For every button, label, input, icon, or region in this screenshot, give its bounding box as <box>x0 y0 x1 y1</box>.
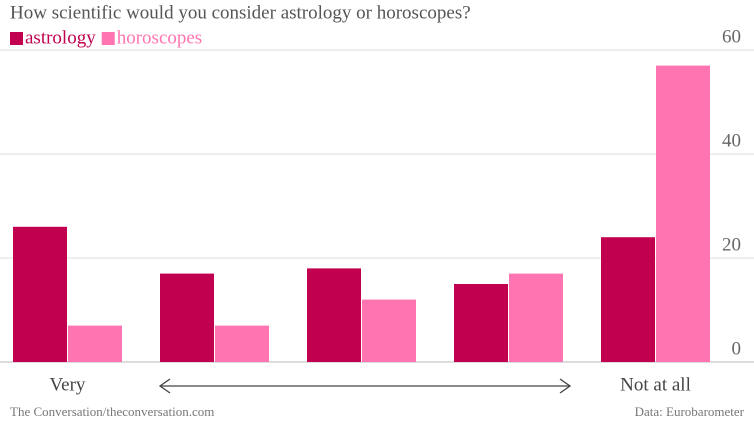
y-tick-label: 40 <box>722 130 741 151</box>
bar <box>362 299 416 362</box>
legend-swatch <box>101 32 115 45</box>
bar <box>215 325 269 362</box>
bar <box>509 273 563 362</box>
bar <box>160 273 214 362</box>
bar <box>454 284 508 362</box>
chart-title: How scientific would you consider astrol… <box>10 2 471 23</box>
legend-label: astrology <box>25 27 96 48</box>
legend-swatch <box>10 32 23 45</box>
legend-label: horoscopes <box>117 27 202 48</box>
axis-arrow <box>158 378 572 394</box>
y-tick-label: 20 <box>722 234 741 255</box>
y-tick-label: 60 <box>722 26 741 47</box>
bar <box>307 268 361 362</box>
bar <box>601 237 655 362</box>
bar <box>68 325 122 362</box>
x-tick-label: Not at all <box>620 374 691 395</box>
bar <box>13 226 67 362</box>
x-tick-label: Very <box>50 374 86 395</box>
source: The Conversation/theconversation.com <box>10 404 214 419</box>
credit: Data: Eurobarometer <box>635 404 745 419</box>
y-tick-label: 0 <box>732 338 742 359</box>
bar <box>656 65 710 362</box>
